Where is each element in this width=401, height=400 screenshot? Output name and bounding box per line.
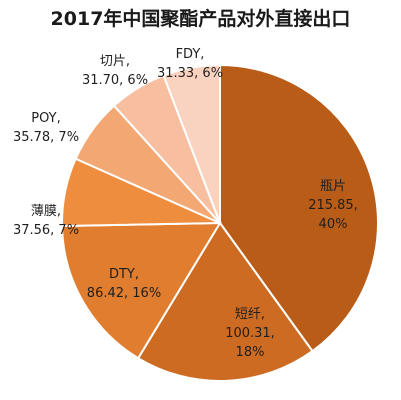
pie-slice-DTY [61,221,222,360]
slice-label-POY: POY, 35.78, 7% [13,111,79,145]
slice-label-短纤: 短纤, 100.31, 18% [225,307,275,360]
pie-slice-短纤 [136,221,314,382]
pie-slice-瓶片 [219,63,379,353]
chart-title: 2017年中国聚酯产品对外直接出口 [50,8,351,30]
pie-slices [61,63,379,382]
slice-label-切片: 切片, 31.70, 6% [82,54,148,88]
pie-labels: 瓶片 215.85, 40% 短纤, 100.31, 18% DTY, 86.42, 16%薄… [13,47,358,360]
slice-label-薄膜: 薄膜, 37.56, 7% [13,204,79,238]
pie-slice-FDY [162,63,221,224]
slice-label-瓶片: 瓶片 215.85, 40% [308,179,358,232]
slice-label-FDY: FDY, 31.33, 6% [157,47,223,81]
slice-label-DTY: DTY, 86.42, 16% [87,267,161,301]
